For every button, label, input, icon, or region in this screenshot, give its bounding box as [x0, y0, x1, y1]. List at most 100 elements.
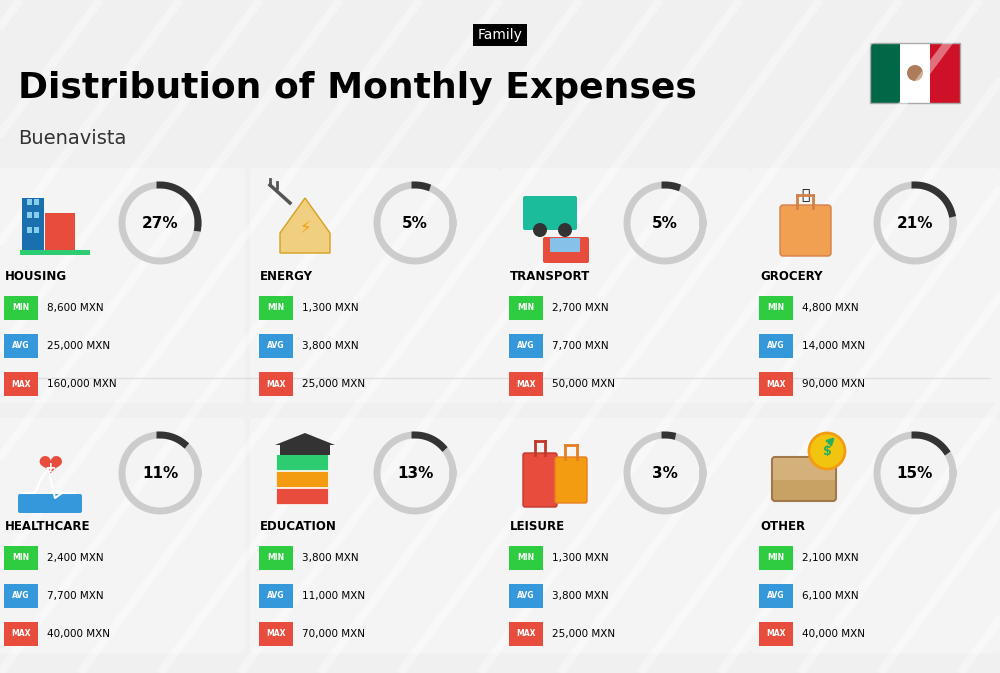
Text: AVG: AVG: [12, 592, 30, 600]
Text: HEALTHCARE: HEALTHCARE: [5, 520, 90, 532]
FancyBboxPatch shape: [4, 584, 38, 608]
Text: 11,000 MXN: 11,000 MXN: [302, 591, 365, 601]
Text: 1,300 MXN: 1,300 MXN: [552, 553, 609, 563]
FancyBboxPatch shape: [280, 445, 330, 455]
FancyBboxPatch shape: [759, 334, 793, 358]
Text: 25,000 MXN: 25,000 MXN: [552, 629, 615, 639]
FancyBboxPatch shape: [772, 457, 836, 501]
Text: 7,700 MXN: 7,700 MXN: [552, 341, 609, 351]
Text: AVG: AVG: [767, 341, 785, 351]
FancyBboxPatch shape: [543, 237, 589, 263]
FancyBboxPatch shape: [759, 546, 793, 570]
FancyBboxPatch shape: [250, 168, 500, 403]
Text: 2,700 MXN: 2,700 MXN: [552, 303, 609, 313]
Text: 11%: 11%: [142, 466, 178, 481]
Text: MIN: MIN: [12, 553, 30, 563]
Text: ❤: ❤: [37, 454, 63, 483]
Text: AVG: AVG: [517, 341, 535, 351]
Text: 90,000 MXN: 90,000 MXN: [802, 379, 865, 389]
Text: 40,000 MXN: 40,000 MXN: [802, 629, 865, 639]
FancyBboxPatch shape: [500, 418, 750, 653]
FancyBboxPatch shape: [759, 584, 793, 608]
Text: EDUCATION: EDUCATION: [260, 520, 337, 532]
Text: OTHER: OTHER: [760, 520, 805, 532]
Text: 2,100 MXN: 2,100 MXN: [802, 553, 859, 563]
FancyBboxPatch shape: [276, 488, 328, 504]
Text: 8,600 MXN: 8,600 MXN: [47, 303, 104, 313]
FancyBboxPatch shape: [259, 372, 293, 396]
FancyBboxPatch shape: [34, 212, 39, 218]
FancyBboxPatch shape: [523, 196, 577, 230]
Text: 50,000 MXN: 50,000 MXN: [552, 379, 615, 389]
Text: Distribution of Monthly Expenses: Distribution of Monthly Expenses: [18, 71, 697, 105]
FancyBboxPatch shape: [4, 296, 38, 320]
FancyBboxPatch shape: [500, 168, 750, 403]
Text: 1,300 MXN: 1,300 MXN: [302, 303, 359, 313]
FancyBboxPatch shape: [550, 238, 580, 252]
FancyBboxPatch shape: [0, 418, 245, 653]
Text: AVG: AVG: [12, 341, 30, 351]
FancyBboxPatch shape: [509, 546, 543, 570]
Text: 4,800 MXN: 4,800 MXN: [802, 303, 859, 313]
FancyBboxPatch shape: [759, 622, 793, 646]
FancyBboxPatch shape: [870, 43, 900, 103]
FancyBboxPatch shape: [22, 198, 44, 253]
Text: 3%: 3%: [652, 466, 678, 481]
Text: 3,800 MXN: 3,800 MXN: [302, 553, 359, 563]
FancyBboxPatch shape: [509, 296, 543, 320]
Text: Family: Family: [478, 28, 522, 42]
FancyBboxPatch shape: [27, 199, 32, 205]
FancyBboxPatch shape: [900, 43, 930, 103]
Text: MIN: MIN: [517, 553, 535, 563]
Text: MAX: MAX: [766, 380, 786, 388]
Text: MAX: MAX: [11, 629, 31, 639]
Text: MIN: MIN: [267, 553, 285, 563]
Text: MIN: MIN: [517, 304, 535, 312]
Text: 13%: 13%: [397, 466, 433, 481]
FancyBboxPatch shape: [750, 168, 1000, 403]
FancyBboxPatch shape: [27, 227, 32, 233]
Polygon shape: [280, 198, 330, 253]
FancyBboxPatch shape: [259, 622, 293, 646]
Text: 14,000 MXN: 14,000 MXN: [802, 341, 865, 351]
FancyBboxPatch shape: [930, 43, 960, 103]
FancyBboxPatch shape: [759, 296, 793, 320]
FancyBboxPatch shape: [259, 584, 293, 608]
Text: 5%: 5%: [402, 215, 428, 230]
FancyBboxPatch shape: [250, 418, 500, 653]
Text: 🥬: 🥬: [801, 188, 809, 202]
Text: AVG: AVG: [267, 341, 285, 351]
FancyBboxPatch shape: [276, 471, 328, 487]
Circle shape: [809, 433, 845, 469]
Text: 70,000 MXN: 70,000 MXN: [302, 629, 365, 639]
Text: Buenavista: Buenavista: [18, 129, 126, 147]
Text: 6,100 MXN: 6,100 MXN: [802, 591, 859, 601]
Text: MIN: MIN: [767, 304, 785, 312]
FancyBboxPatch shape: [20, 250, 90, 255]
Text: 3,800 MXN: 3,800 MXN: [552, 591, 609, 601]
Circle shape: [533, 223, 547, 237]
FancyBboxPatch shape: [523, 453, 557, 507]
FancyBboxPatch shape: [259, 296, 293, 320]
Text: 15%: 15%: [897, 466, 933, 481]
FancyBboxPatch shape: [509, 584, 543, 608]
Text: HOUSING: HOUSING: [5, 269, 67, 283]
Text: 2,400 MXN: 2,400 MXN: [47, 553, 104, 563]
Text: 5%: 5%: [652, 215, 678, 230]
Text: 40,000 MXN: 40,000 MXN: [47, 629, 110, 639]
Text: 3,800 MXN: 3,800 MXN: [302, 341, 359, 351]
Text: 7,700 MXN: 7,700 MXN: [47, 591, 104, 601]
FancyBboxPatch shape: [509, 372, 543, 396]
Text: MAX: MAX: [516, 629, 536, 639]
Circle shape: [907, 65, 923, 81]
FancyBboxPatch shape: [34, 227, 39, 233]
FancyBboxPatch shape: [555, 457, 587, 503]
Text: AVG: AVG: [267, 592, 285, 600]
Text: MAX: MAX: [266, 629, 286, 639]
FancyBboxPatch shape: [773, 458, 835, 480]
Text: MIN: MIN: [12, 304, 30, 312]
Text: MIN: MIN: [267, 304, 285, 312]
Text: MIN: MIN: [767, 553, 785, 563]
FancyBboxPatch shape: [34, 199, 39, 205]
FancyBboxPatch shape: [509, 334, 543, 358]
